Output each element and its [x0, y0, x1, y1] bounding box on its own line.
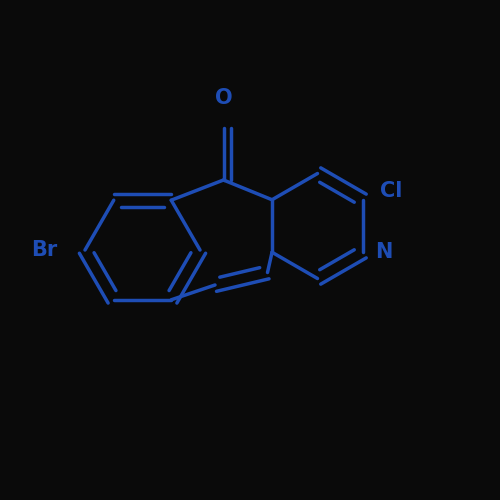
Text: O: O	[214, 88, 232, 108]
Text: Br: Br	[31, 240, 58, 260]
Text: N: N	[376, 242, 393, 262]
Text: Cl: Cl	[380, 180, 403, 201]
